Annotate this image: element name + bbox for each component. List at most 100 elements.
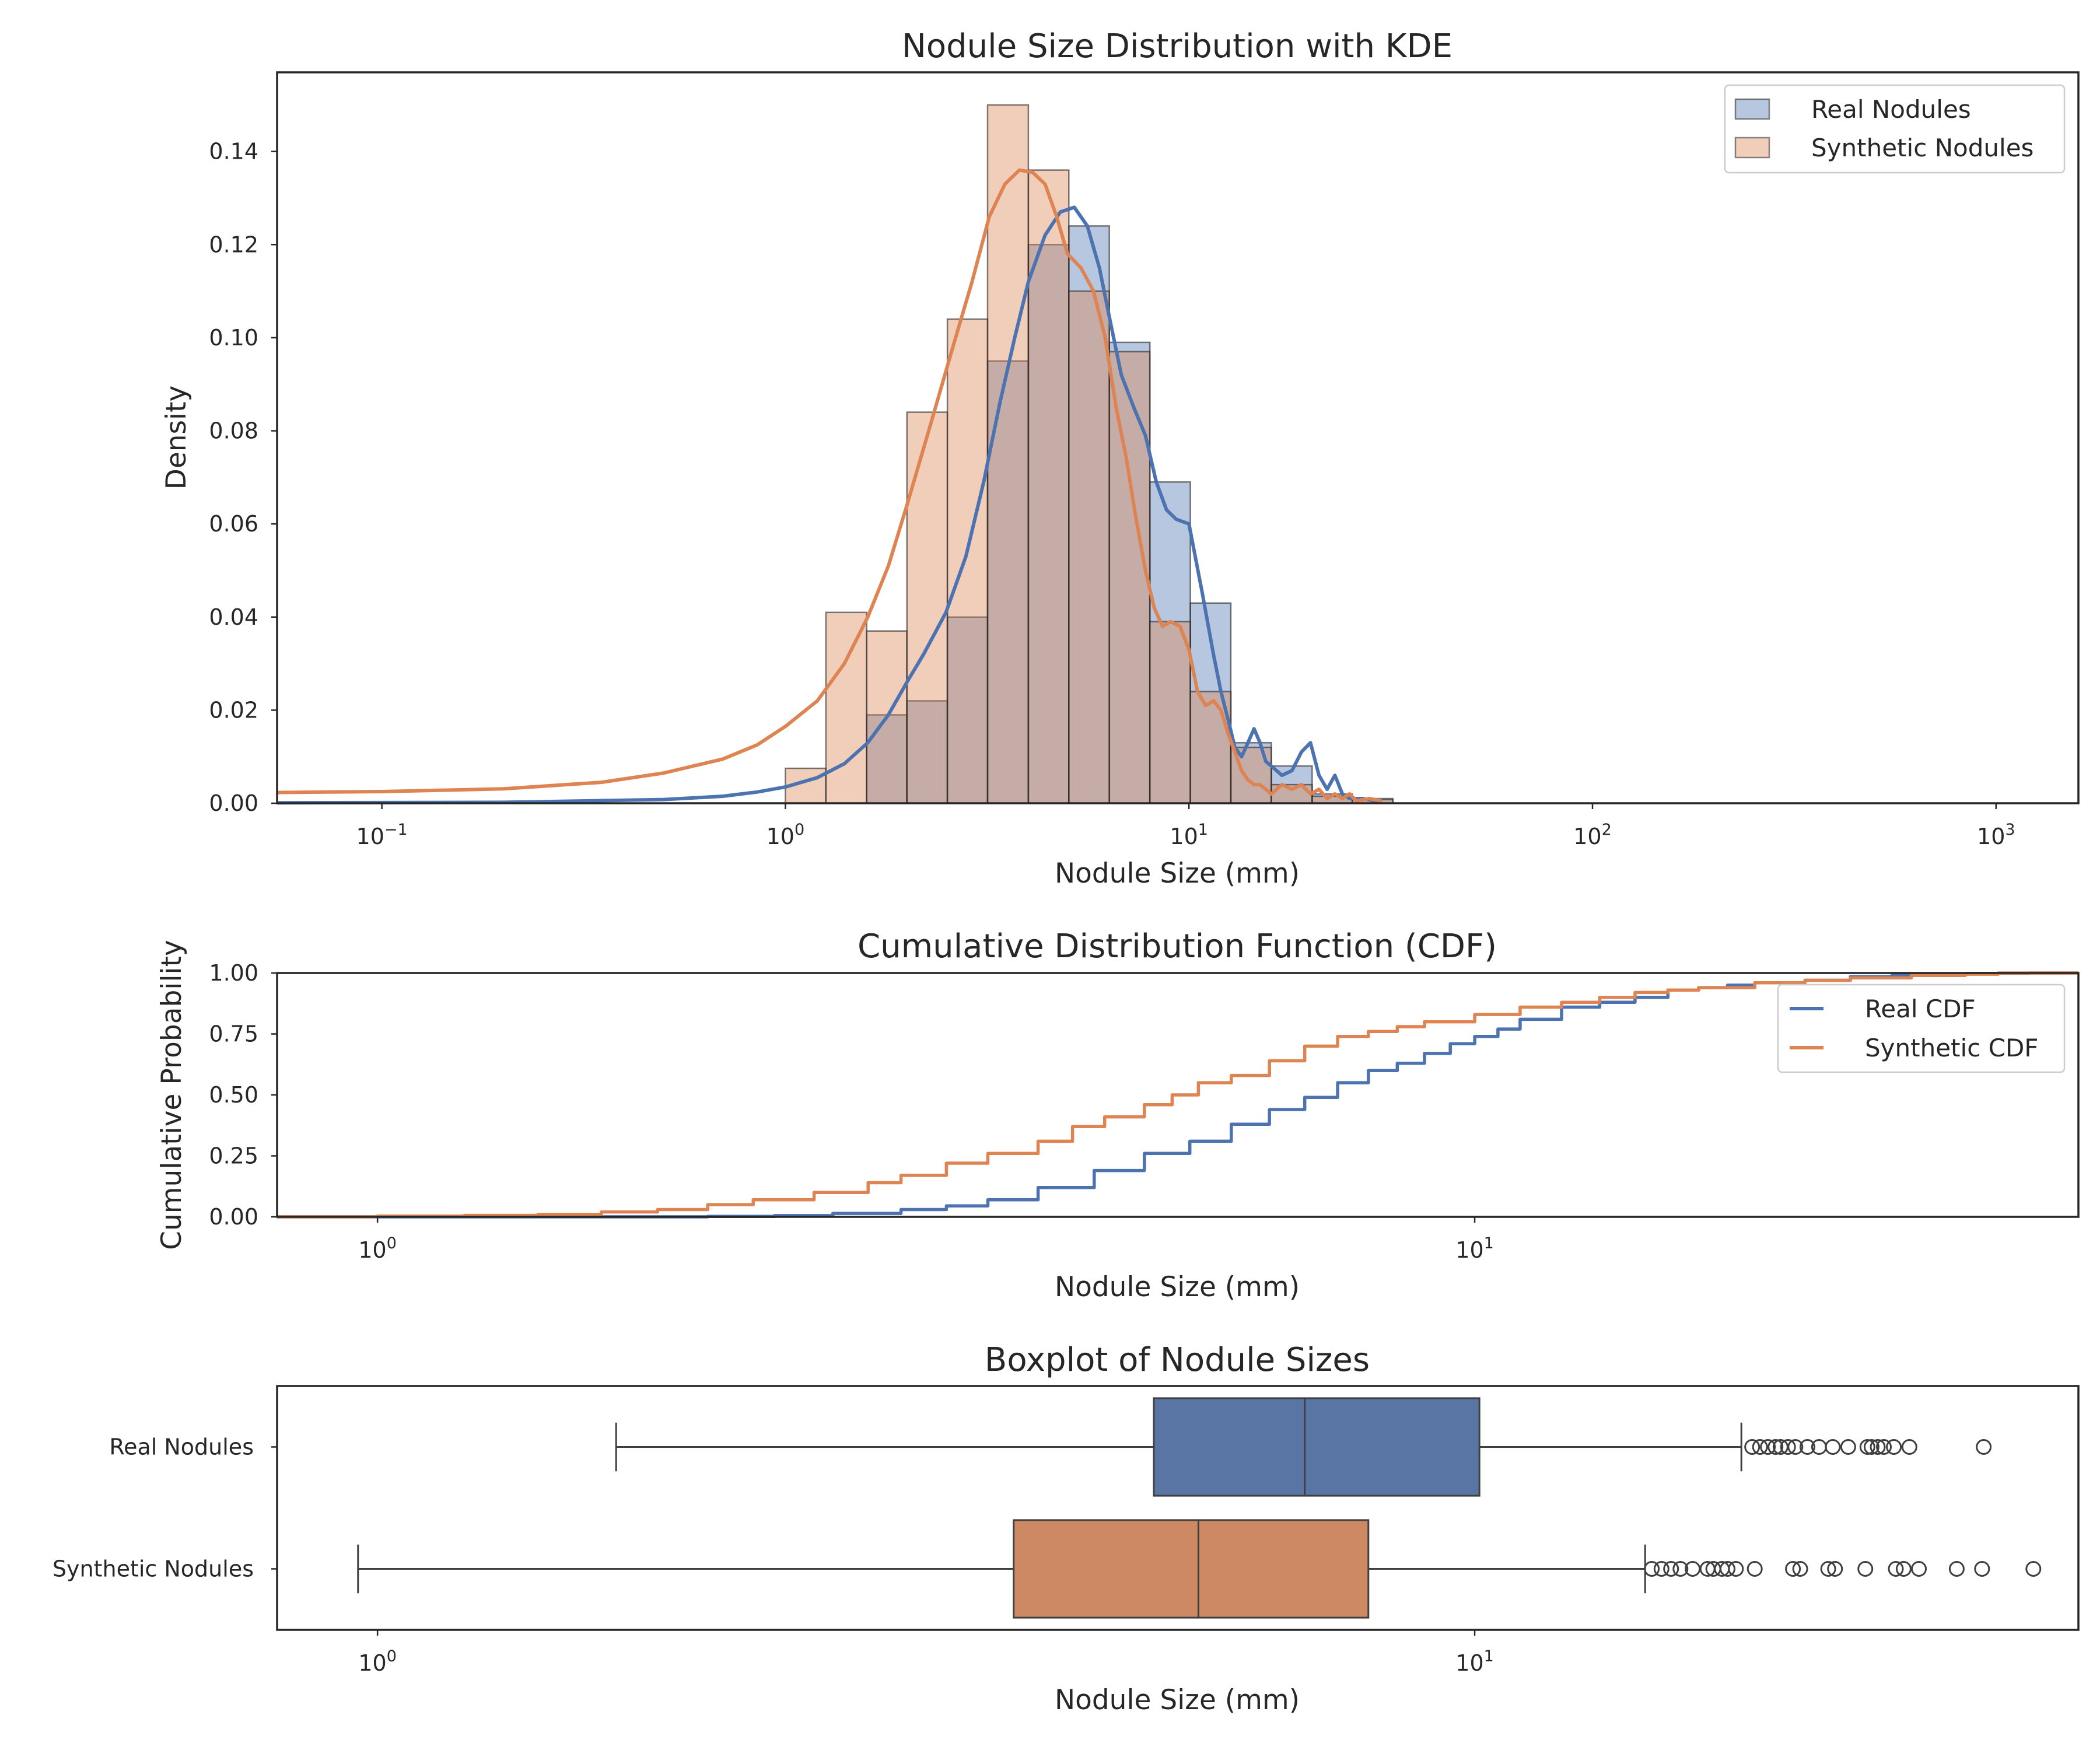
boxplot-frame [276, 1385, 2080, 1631]
real-outlier-point [1901, 1439, 1917, 1455]
cdf-x-tick-label: 101 [1455, 1234, 1494, 1263]
cdf-plot-area [277, 971, 2078, 1219]
cdf-panel: Cumulative Distribution Function (CDF) 1… [156, 928, 2080, 1303]
real-box [1153, 1397, 1480, 1497]
cdf-x-tick-label: 100 [358, 1234, 397, 1263]
boxplot-plot-area [357, 1397, 2042, 1619]
real-outlier-point [1744, 1439, 1760, 1455]
cdf-y-tick-label: 1.00 [209, 960, 258, 986]
cdf-legend: Real CDF Synthetic CDF [1777, 984, 2066, 1073]
synthetic-outlier-point [1827, 1561, 1843, 1577]
synthetic-outlier-point [1728, 1561, 1744, 1577]
real-outlier-point [1799, 1439, 1815, 1455]
real-outlier-point [1859, 1439, 1875, 1455]
synthetic-outlier-point [1644, 1561, 1660, 1577]
synthetic-outlier-point [1746, 1561, 1763, 1577]
cdf-x-label: Nodule Size (mm) [1055, 1271, 1300, 1303]
synthetic-histogram-bar [906, 411, 949, 804]
legend-label-synthetic-nodules: Synthetic Nodules [1811, 134, 2034, 162]
synthetic-cdf-line [277, 971, 2078, 1219]
synthetic-histogram-bar [986, 104, 1030, 804]
boxplot-category-label: Synthetic Nodules [52, 1556, 254, 1582]
real-outlier-point [1976, 1439, 1992, 1455]
boxplot-category-ticks: Real Nodules Synthetic Nodules [52, 1434, 277, 1582]
cdf-title: Cumulative Distribution Function (CDF) [858, 928, 1497, 965]
synthetic-outlier-point [1672, 1561, 1689, 1577]
synthetic-outlier-point [1653, 1561, 1670, 1577]
boxplot-title: Boxplot of Nodule Sizes [985, 1341, 1370, 1379]
cdf-y-ticks: 0.00 0.25 0.50 0.75 1.00 [209, 960, 277, 1230]
synthetic-outlier-point [1792, 1561, 1808, 1577]
cdf-legend-box [1777, 984, 2066, 1073]
histogram-y-tick-label: 0.02 [209, 697, 258, 723]
real-outlier-point [1870, 1439, 1886, 1455]
real-histogram-bar [906, 700, 949, 804]
boxplot-x-ticks: 100 101 [358, 1630, 1494, 1676]
legend-label-synthetic-cdf: Synthetic CDF [1865, 1034, 2038, 1062]
synthetic-histogram-bar [1108, 351, 1151, 804]
real-outlier-point [1840, 1439, 1856, 1455]
histogram-y-tick-label: 0.04 [209, 604, 258, 630]
synthetic-outlier-point [1974, 1561, 1990, 1577]
synthetic-outlier-point [1857, 1561, 1874, 1577]
histogram-y-tick-label: 0.06 [209, 511, 258, 537]
histogram-x-label: Nodule Size (mm) [1055, 858, 1300, 890]
histogram-plot-area [276, 104, 1394, 805]
synthetic-outlier-point [1663, 1561, 1679, 1577]
histogram-x-tick-label: 100 [766, 821, 805, 849]
histogram-y-label: Density [160, 386, 192, 490]
cdf-y-tick-label: 0.00 [209, 1204, 258, 1230]
boxplot-x-tick-label: 100 [358, 1647, 397, 1676]
histogram-y-tick-label: 0.10 [209, 325, 258, 351]
boxplot-panel: Boxplot of Nodule Sizes 100 101 Real Nodu… [52, 1341, 2080, 1716]
synthetic-outlier-point [1820, 1561, 1836, 1577]
cdf-frame [276, 972, 2080, 1218]
histogram-y-tick-label: 0.08 [209, 418, 258, 444]
synthetic-histogram-bar [1149, 621, 1191, 804]
synthetic-histogram-bar [946, 318, 989, 804]
histogram-legend: Real Nodules Synthetic Nodules [1724, 84, 2066, 174]
legend-swatch-real-nodules [1734, 98, 1770, 120]
real-outlier-point [1886, 1439, 1902, 1455]
synthetic-outlier-point [1785, 1561, 1801, 1577]
legend-label-real-nodules: Real Nodules [1811, 95, 1971, 124]
cdf-y-tick-label: 0.50 [209, 1082, 258, 1108]
real-outlier-point [1768, 1439, 1784, 1455]
histogram-frame [276, 71, 2080, 804]
histogram-x-tick-label: 10−1 [356, 821, 408, 849]
synthetic-outlier-point [1720, 1561, 1735, 1577]
boxplot-x-tick-label: 101 [1455, 1647, 1494, 1676]
histogram-legend-box [1724, 84, 2066, 174]
histogram-y-tick-label: 0.14 [209, 139, 258, 164]
real-outlier-point [1760, 1439, 1776, 1455]
synthetic-kde-line [276, 168, 1382, 803]
cdf-y-label: Cumulative Probability [156, 940, 188, 1250]
real-kde-line [276, 205, 1382, 805]
histogram-x-tick-label: 101 [1170, 821, 1208, 849]
boxplot-category-label: Real Nodules [109, 1434, 254, 1460]
histogram-title: Nodule Size Distribution with KDE [902, 27, 1452, 65]
synthetic-outlier-point [2025, 1561, 2042, 1577]
real-outlier-point [1825, 1439, 1841, 1455]
histogram-y-tick-label: 0.12 [209, 232, 258, 257]
legend-swatch-synthetic-nodules [1734, 136, 1770, 159]
legend-label-real-cdf: Real CDF [1865, 995, 1976, 1023]
synthetic-histogram-bar [1068, 290, 1110, 804]
real-outlier-point [1752, 1439, 1768, 1455]
histogram-y-tick-label: 0.00 [209, 790, 258, 816]
real-outlier-point [1780, 1439, 1796, 1455]
synthetic-outlier-point [1911, 1561, 1927, 1577]
synthetic-histogram-bar [825, 611, 867, 804]
real-outlier-point [1863, 1439, 1880, 1455]
histogram-x-ticks: 10−1 100 101 102 103 [356, 803, 2015, 849]
histogram-panel: Nodule Size Distribution with KDE 10−1 10… [160, 27, 2080, 890]
synthetic-outlier-point [1948, 1561, 1965, 1577]
cdf-x-ticks: 100 101 [358, 1217, 1494, 1263]
cdf-y-tick-label: 0.25 [209, 1143, 258, 1169]
real-outlier-point [1787, 1439, 1804, 1455]
real-outlier-point [1876, 1439, 1892, 1455]
synthetic-outlier-point [1895, 1561, 1912, 1577]
boxplot-x-label: Nodule Size (mm) [1055, 1684, 1300, 1716]
histogram-x-tick-label: 103 [1977, 821, 2015, 849]
